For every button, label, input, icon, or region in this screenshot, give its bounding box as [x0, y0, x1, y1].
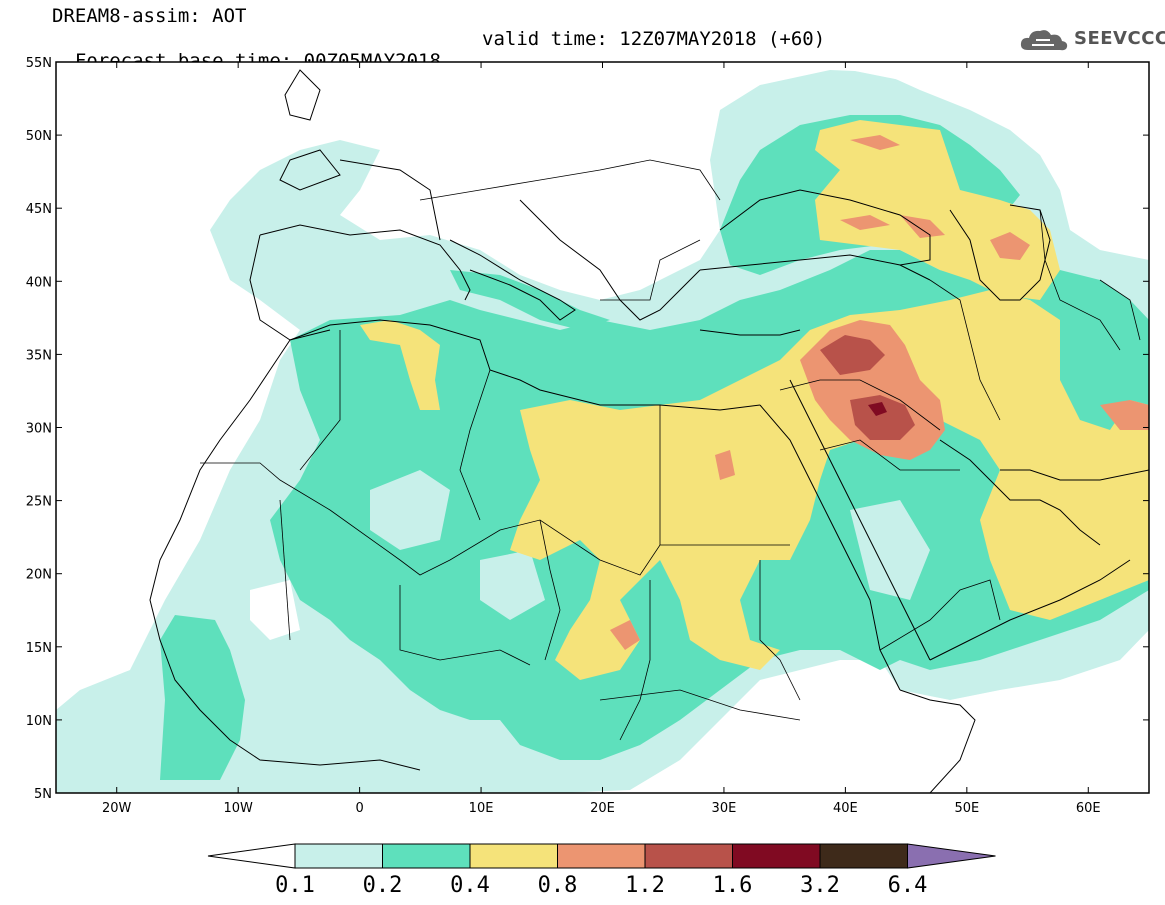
aot-band-0-4 — [360, 120, 1149, 680]
colorbar-label: 0.1 — [275, 873, 315, 898]
lat-tick-label: 10N — [26, 714, 52, 729]
lon-tick-label: 10W — [223, 801, 253, 816]
lat-tick-label: 45N — [26, 202, 52, 217]
colorbar-segment — [469, 843, 558, 869]
lon-tick-label: 10E — [469, 801, 494, 816]
lat-tick-label: 15N — [26, 641, 52, 656]
aot-band-1-2 — [820, 335, 915, 440]
colorbar-segment — [382, 843, 471, 869]
lon-tick-label: 40E — [833, 801, 858, 816]
colorbar-segment — [644, 843, 733, 869]
colorbar-segment — [294, 843, 383, 869]
lon-tick-label: 50E — [954, 801, 979, 816]
axis-ticks — [56, 61, 1149, 794]
lat-tick-label: 20N — [26, 568, 52, 583]
lat-tick-label: 35N — [26, 348, 52, 363]
seevccc-logo: SEEVCCC — [1018, 24, 1165, 54]
lon-tick-label: 30E — [712, 801, 737, 816]
lon-tick-label: 60E — [1076, 801, 1101, 816]
colorbar-label: 0.4 — [450, 873, 490, 898]
lat-tick-label: 30N — [26, 422, 52, 437]
colorbar-segment — [557, 843, 646, 869]
lon-tick-label: 20E — [590, 801, 615, 816]
colorbar-over-triangle — [907, 843, 996, 869]
colorbar-label: 0.8 — [537, 873, 578, 898]
colorbar-label: 6.4 — [887, 873, 928, 898]
aot-contours — [56, 62, 1149, 793]
colorbar-label: 1.2 — [625, 873, 665, 898]
logo-text: SEEVCCC — [1074, 28, 1165, 49]
lat-tick-label: 55N — [26, 56, 52, 71]
colorbar-under-triangle — [207, 843, 296, 869]
valid-time-text: valid time: 12Z07MAY2018 (+60) — [482, 28, 826, 50]
lat-tick-label: 40N — [26, 275, 52, 290]
colorbar-label: 3.2 — [800, 873, 840, 898]
coastlines — [149, 69, 1149, 793]
colorbar-label: 1.6 — [712, 873, 753, 898]
lat-tick-label: 25N — [26, 495, 52, 510]
axis-labels: 20W 10W 0 10E 20E 30E 40E 50E 60E 55N 50N 45N 40N 35N… — [26, 56, 1101, 816]
colorbar-segment — [732, 843, 821, 869]
map-title: DREAM8-assim: AOT — [52, 5, 247, 27]
lon-tick-label: 0 — [355, 801, 363, 816]
country-borders — [200, 159, 1141, 741]
cloud-icon — [1020, 30, 1068, 51]
lat-tick-label: 5N — [34, 787, 52, 802]
colorbar — [207, 843, 996, 869]
colorbar-segment — [819, 843, 908, 869]
aot-band-0-8 — [610, 135, 1149, 650]
aot-band-1-6 — [868, 402, 887, 416]
lat-tick-label: 50N — [26, 129, 52, 144]
lon-tick-label: 20W — [102, 801, 132, 816]
colorbar-label: 0.2 — [362, 873, 403, 898]
